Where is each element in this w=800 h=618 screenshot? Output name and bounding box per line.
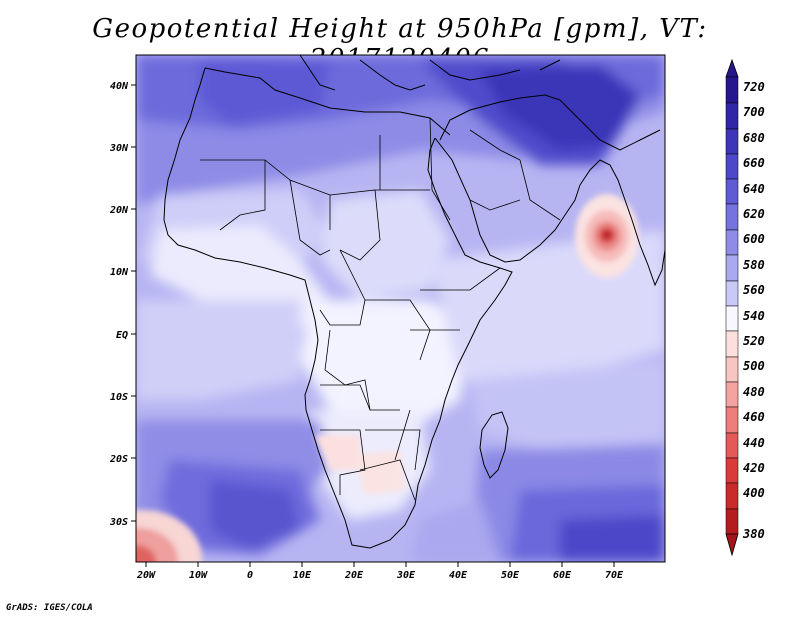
colorbar-bottom-arrow [725,533,739,557]
colorbar-swatch [725,153,739,180]
colorbar-label: 460 [743,410,765,424]
arabian-sea-low [575,194,639,278]
colorbar-swatch [725,280,739,307]
colorbar-swatch [725,128,739,155]
colorbar-swatch [725,482,739,510]
colorbar-swatch [725,406,739,434]
colorbar: 720 700 680 660 640 620 600 580 560 540 … [725,58,765,557]
lat-label: 40N [110,81,129,92]
colorbar-label: 720 [743,80,765,94]
colorbar-swatch [725,457,739,484]
lat-label: 30N [109,143,129,154]
colorbar-swatch [725,508,739,535]
colorbar-label: 700 [743,105,765,119]
colorbar-swatch [725,356,739,383]
country-borders [200,117,561,501]
lat-label: 20N [109,205,129,216]
lat-label: 10S [110,392,128,403]
colorbar-top-arrow [725,58,739,78]
colorbar-swatch [725,381,739,408]
lon-label: 20W [136,570,156,581]
colorbar-swatch [725,203,739,231]
lat-label: EQ [116,330,128,341]
colorbar-swatch [725,254,739,282]
colorbar-swatch [725,102,739,130]
longitude-axis: 20W 10W 0 10E 20E 30E 40E 50E 60E 70E [136,562,624,581]
lon-label: 10W [189,570,208,581]
lon-label: 10E [293,570,312,581]
lon-label: 60E [553,570,572,581]
lat-label: 20S [109,454,128,465]
colorbar-label: 520 [743,334,765,348]
colorbar-label: 480 [743,385,765,399]
colorbar-label: 500 [743,359,765,373]
lon-label: 30E [396,570,416,581]
colorbar-label: 560 [743,283,765,297]
colorbar-swatch [725,330,739,358]
colorbar-label: 580 [743,258,765,272]
colorbar-label: 420 [743,461,765,475]
colorbar-label: 380 [742,527,765,541]
lon-label: 0 [247,570,253,581]
colorbar-label: 400 [743,486,765,500]
footer-credit: GrADS: IGES/COLA [6,603,93,613]
lat-label: 10N [110,267,129,278]
lon-label: 70E [605,570,624,581]
colorbar-swatch [725,432,739,459]
colorbar-swatch [725,178,739,205]
latitude-axis: 40N 30N 20N 10N EQ 10S 20S 30S [109,81,136,528]
colorbar-label: 440 [743,436,765,450]
colorbar-swatch [725,76,739,104]
colorbar-label: 680 [743,131,765,145]
lon-label: 40E [449,570,468,581]
geopotential-field [136,55,665,562]
lon-label: 50E [501,570,520,581]
colorbar-swatch [725,305,739,332]
colorbar-swatch [725,229,739,256]
lon-label: 20E [344,570,364,581]
lat-label: 30S [109,517,128,528]
colorbar-label: 540 [743,309,765,323]
map-frame [135,54,666,563]
southwest-corner-low [136,510,202,562]
colorbar-label: 640 [743,182,765,196]
coastlines [163,55,665,549]
colorbar-label: 620 [743,207,765,221]
colorbar-label: 660 [743,156,765,170]
colorbar-label: 600 [743,232,765,246]
